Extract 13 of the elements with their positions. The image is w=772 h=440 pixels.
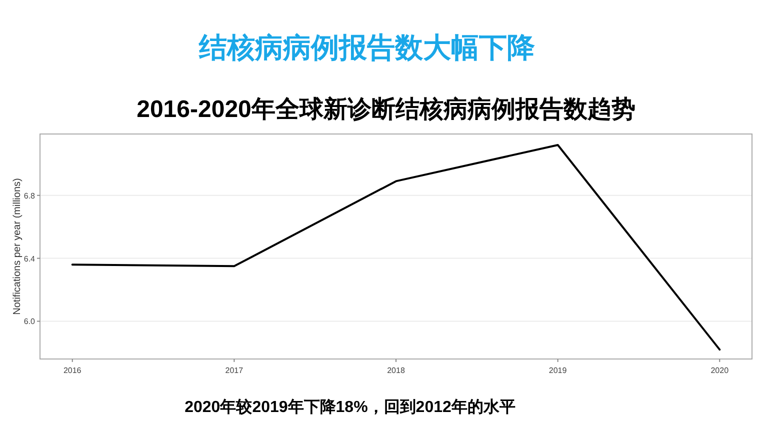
x-tick-label: 2020	[710, 366, 730, 375]
chart-title: 结核病病例报告数大幅下降	[198, 32, 535, 63]
text: 2020年较2019年下降18%，回到2012年的水平	[184, 398, 516, 416]
y-axis-title: Notifications per year (millions)	[12, 178, 23, 315]
x-tick-label: 2018	[387, 366, 406, 375]
line-series	[71, 144, 721, 351]
y-tick-label: 6.4	[24, 254, 36, 264]
y-tick-label: 6.8	[24, 191, 36, 200]
x-tick-label: 2017	[225, 366, 244, 375]
y-tick-label: 6.0	[24, 317, 36, 326]
x-tick-label: 2016	[63, 366, 82, 375]
chart-subtitle: 2016-2020年全球新诊断结核病病例报告数趋势	[136, 96, 636, 123]
x-tick-label: 2019	[548, 366, 568, 375]
